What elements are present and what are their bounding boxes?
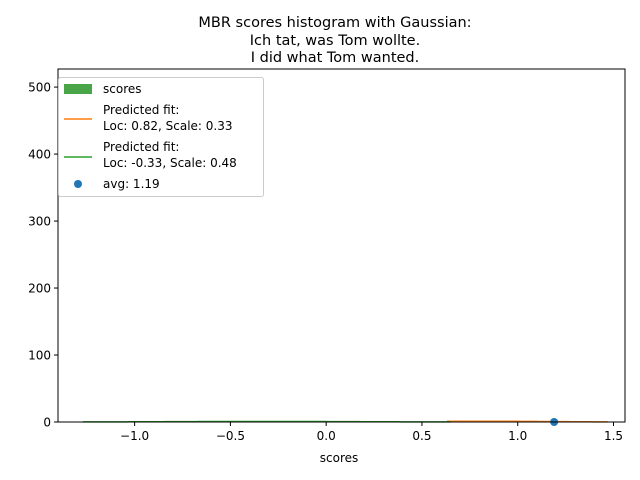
y-tick-label: 0	[43, 416, 51, 430]
x-tick-label: 1.5	[604, 429, 623, 443]
legend-swatch-scores	[64, 84, 92, 94]
legend-label: avg: 1.19	[103, 177, 160, 191]
y-tick-label: 200	[28, 282, 51, 296]
legend-label: Predicted fit:	[103, 140, 179, 154]
axes-frame	[57, 68, 626, 423]
x-tick-label: 0.5	[412, 429, 431, 443]
y-tick-label: 300	[28, 215, 51, 229]
legend-label: Predicted fit:	[103, 103, 179, 117]
chart-title-line-1: MBR scores histogram with Gaussian:	[198, 15, 471, 31]
legend-swatch-avg	[74, 180, 82, 188]
legend-box	[58, 77, 264, 197]
x-tick-label: 0.0	[317, 429, 336, 443]
x-axis-label: scores	[320, 451, 359, 465]
legend: scores Predicted fit: Loc: 0.82, Scale: 0.…	[58, 77, 264, 197]
x-tick-label: −1.0	[120, 429, 149, 443]
plot-area: −1.0 −0.5 0.0 0.5 1.0 1.5 0 100 200 300 400 500	[28, 68, 626, 443]
x-tick-label: −0.5	[216, 429, 245, 443]
y-tick-label: 500	[28, 81, 51, 95]
chart-title-line-3: I did what Tom wanted.	[251, 50, 420, 66]
legend-label: Loc: -0.33, Scale: 0.48	[103, 156, 237, 170]
legend-entries: scores Predicted fit: Loc: 0.82, Scale: 0.…	[64, 82, 237, 191]
legend-label: scores	[103, 82, 142, 96]
chart-title-line-2: Ich tat, was Tom wollte.	[250, 33, 420, 49]
legend-label: Loc: 0.82, Scale: 0.33	[103, 119, 232, 133]
x-axis-ticks: −1.0 −0.5 0.0 0.5 1.0 1.5	[120, 422, 623, 443]
x-tick-label: 1.0	[508, 429, 527, 443]
y-axis-ticks: 0 100 200 300 400 500	[28, 81, 58, 430]
y-tick-label: 400	[28, 148, 51, 162]
y-tick-label: 100	[28, 349, 51, 363]
